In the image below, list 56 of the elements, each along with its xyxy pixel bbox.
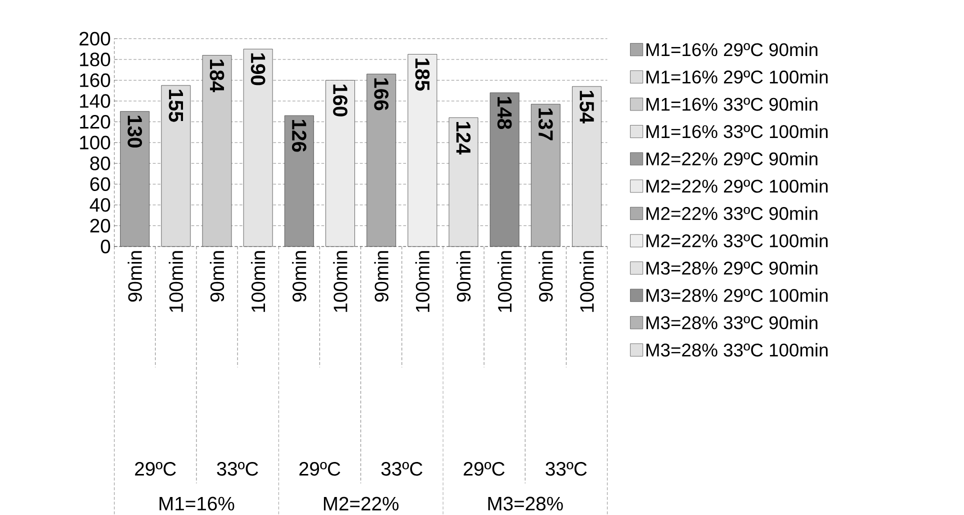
x-tick-label: 90min (456, 250, 471, 302)
text: 29ºC (135, 462, 176, 476)
data-label: 185 (415, 58, 430, 90)
legend-label: M2=22% 29ºC 100min (646, 179, 828, 193)
x-tick-label: 100min (580, 250, 594, 312)
data-label: 148 (497, 96, 512, 129)
x-tick-label: 90min (128, 250, 142, 302)
x-tick-label: 90min (292, 250, 306, 302)
legend-label: M3=28% 33ºC 90min (646, 316, 818, 330)
text: 29ºC (464, 462, 505, 476)
legend-label: M1=16% 29ºC 90min (646, 42, 818, 56)
y-tick-label: 100 (80, 136, 110, 150)
legend-label: M3=28% 29ºC 90min (646, 260, 818, 274)
data-label: 166 (374, 78, 389, 110)
text: 33ºC (546, 462, 587, 476)
text: M2=22% (324, 496, 399, 510)
legend-label: M1=16% 33ºC 100min (646, 124, 828, 138)
data-label: 126 (292, 120, 306, 152)
y-tick-label: 80 (90, 156, 110, 170)
data-label: 184 (210, 59, 224, 92)
text: M3=28% (488, 496, 563, 510)
data-label: 130 (128, 116, 142, 148)
y-tick-label: 0 (100, 239, 110, 254)
legend-label: M3=28% 33ºC 100min (646, 342, 828, 356)
legend-label: M1=16% 33ºC 90min (646, 97, 818, 111)
y-tick-label: 160 (80, 73, 110, 87)
text: 33ºC (217, 462, 258, 476)
data-label: 160 (333, 84, 348, 116)
x-tick-label: 90min (210, 250, 224, 302)
y-tick-label: 40 (90, 198, 110, 212)
x-tick-label: 100min (168, 250, 184, 312)
legend-label: M3=28% 29ºC 100min (646, 288, 828, 302)
text: 29ºC (299, 462, 340, 476)
data-label: 124 (456, 122, 471, 154)
x-tick-label: 90min (374, 250, 388, 302)
text: M1=16% (160, 496, 234, 510)
x-tick-label: 100min (333, 250, 348, 312)
y-tick-label: 200 (80, 32, 110, 46)
y-tick-label: 180 (80, 52, 110, 66)
legend-label: M2=22% 29ºC 90min (646, 152, 818, 166)
legend-label: M2=22% 33ºC 90min (646, 206, 818, 220)
data-label: 154 (580, 90, 594, 124)
data-label: 190 (250, 53, 266, 85)
x-tick-label: 100min (497, 250, 512, 312)
y-tick-label: 120 (80, 114, 110, 128)
x-tick-label: 100min (415, 250, 430, 312)
x-tick-label: 100min (250, 250, 266, 312)
data-label: 137 (538, 108, 553, 140)
y-tick-label: 140 (80, 94, 110, 108)
text: 33ºC (381, 462, 422, 476)
y-tick-label: 20 (90, 218, 110, 232)
data-label: 155 (168, 90, 183, 122)
y-tick-label: 60 (90, 177, 110, 191)
legend-label: M1=16% 29ºC 100min (646, 70, 828, 84)
legend-label: M2=22% 33ºC 100min (646, 234, 828, 248)
x-tick-label: 90min (538, 250, 553, 302)
